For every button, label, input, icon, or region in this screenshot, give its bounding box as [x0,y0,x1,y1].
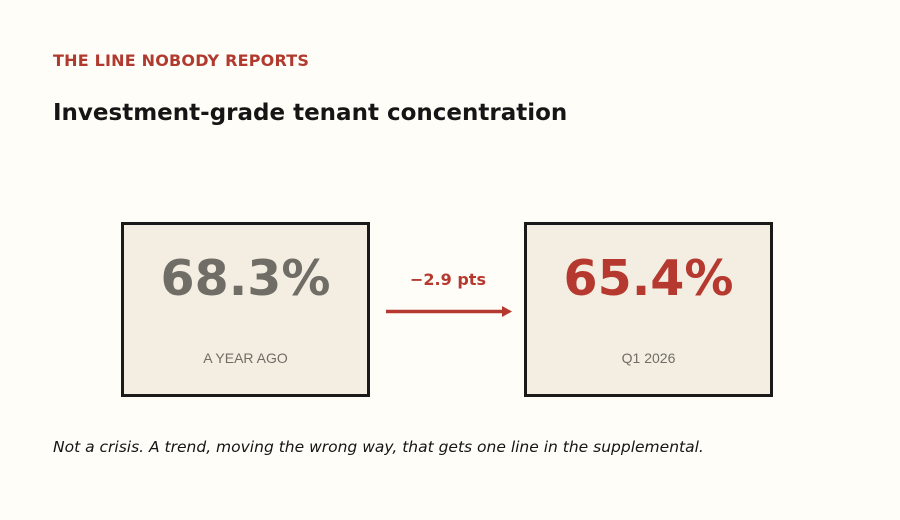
card-before: 68.3% A YEAR AGO [121,222,370,397]
card-label: A YEAR AGO [203,350,288,366]
card-value: 68.3% [160,250,331,307]
card-after: 65.4% Q1 2026 [524,222,773,397]
title: Investment-grade tenant concentration [53,100,568,126]
footnote: Not a crisis. A trend, moving the wrong … [53,438,704,456]
arrow-head [502,306,512,317]
arrow [386,306,512,317]
card-label: Q1 2026 [621,350,676,366]
kicker: THE LINE NOBODY REPORTS [53,51,310,70]
card-value: 65.4% [563,250,734,307]
change-label: −2.9 pts [410,270,486,289]
